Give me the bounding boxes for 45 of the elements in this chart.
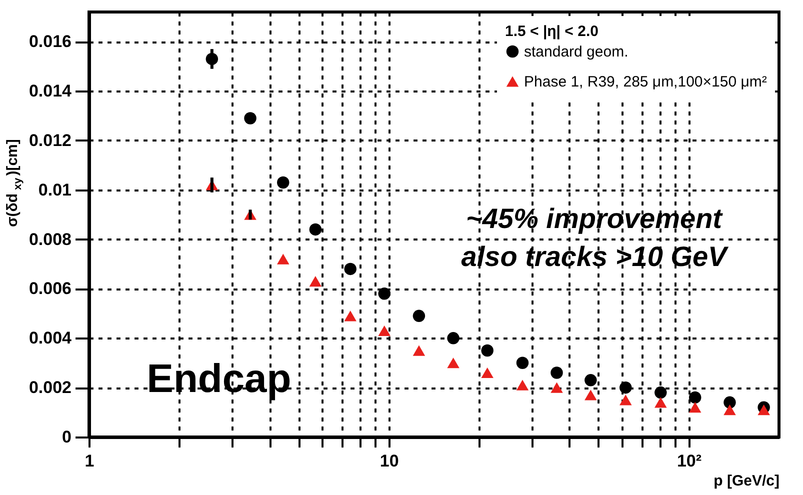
point <box>309 276 322 287</box>
point <box>584 390 597 400</box>
point <box>309 223 322 236</box>
point <box>447 332 460 344</box>
y-tick-label: 0.008 <box>28 230 72 249</box>
y-tick-label: 0.002 <box>28 378 72 398</box>
y-tick-label: 0.016 <box>28 32 72 52</box>
annotation: ~45% improvement <box>466 203 724 234</box>
point <box>724 396 736 409</box>
point <box>550 366 563 379</box>
x-axis-title: p [GeV/c] <box>714 472 780 490</box>
point <box>550 382 563 393</box>
point <box>344 310 356 322</box>
y-tick-label: 0.004 <box>28 328 72 348</box>
point <box>516 380 529 390</box>
point <box>481 367 494 378</box>
point <box>412 310 426 322</box>
legend-title: 1.5 < |η| < 2.0 <box>505 23 598 40</box>
x-tick-label: 1 <box>84 452 94 470</box>
point <box>378 325 390 336</box>
y-tick-label: 0.01 <box>38 180 72 200</box>
point <box>344 262 356 276</box>
point <box>516 356 529 369</box>
y-tick-label: 0.014 <box>28 82 72 101</box>
y-tick-label: 0 <box>62 428 72 446</box>
x-tick-label: 10 <box>380 452 399 470</box>
point <box>620 381 632 394</box>
point <box>447 358 460 368</box>
point <box>481 344 494 357</box>
point <box>654 397 667 408</box>
x-tick-label: 10² <box>676 452 702 470</box>
y-tick-label: 0.012 <box>28 130 72 150</box>
point <box>412 345 426 356</box>
point <box>758 404 770 416</box>
y-tick-label: 0.006 <box>28 279 72 298</box>
y-axis-title: σ(δdxy)[cm] <box>4 139 24 227</box>
point <box>654 386 667 399</box>
legend-label: Phase 1, R39, 285 μm,100×150 μm² <box>524 74 767 90</box>
point <box>688 402 702 413</box>
point <box>378 288 390 300</box>
point <box>724 404 736 416</box>
point <box>620 394 632 406</box>
point <box>688 391 702 404</box>
point <box>584 374 597 386</box>
legend-label: standard geom. <box>524 44 628 60</box>
